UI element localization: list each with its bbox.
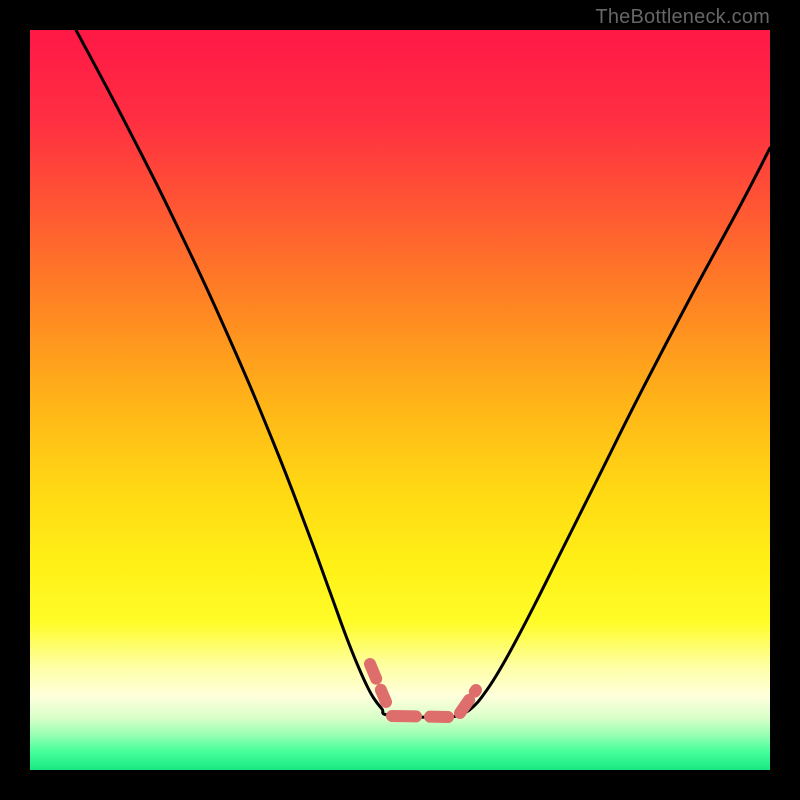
bottleneck-curve (76, 30, 770, 717)
marker-band (370, 664, 476, 717)
chart-stage: TheBottleneck.com (0, 0, 800, 800)
chart-box (30, 30, 770, 770)
watermark-text: TheBottleneck.com (595, 6, 770, 29)
curves-layer (30, 30, 770, 770)
